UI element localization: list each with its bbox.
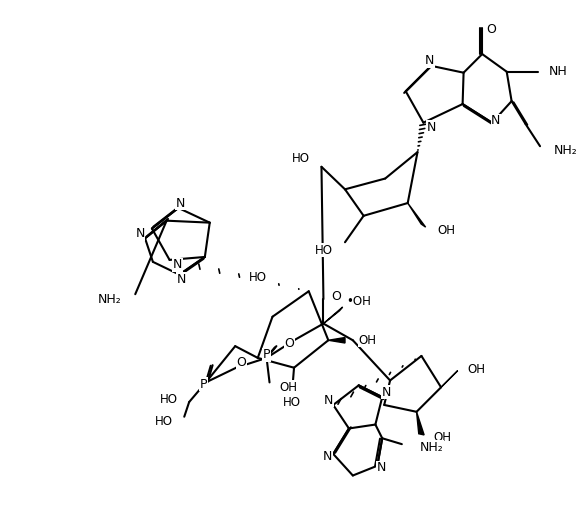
Text: N: N [424, 54, 434, 67]
Text: HO: HO [155, 415, 173, 428]
Text: HO: HO [283, 395, 301, 409]
Text: HO: HO [292, 152, 310, 165]
Text: N: N [135, 227, 145, 240]
Text: N: N [175, 196, 185, 210]
Polygon shape [408, 203, 426, 227]
Polygon shape [441, 371, 457, 387]
Polygon shape [328, 337, 345, 343]
Text: N: N [382, 386, 391, 399]
Text: NH₂: NH₂ [554, 144, 577, 157]
Text: OH: OH [437, 224, 455, 237]
Text: N: N [173, 258, 182, 271]
Text: HO: HO [315, 244, 334, 257]
Text: O: O [284, 336, 294, 350]
Text: OH: OH [359, 334, 377, 347]
Text: O: O [486, 23, 496, 36]
Polygon shape [416, 412, 424, 435]
Text: N: N [427, 121, 436, 134]
Text: O: O [236, 356, 246, 370]
Text: OH: OH [279, 381, 298, 394]
Text: HO: HO [159, 392, 177, 406]
Text: P: P [200, 378, 208, 391]
Text: NH₂: NH₂ [419, 441, 444, 454]
Text: N: N [177, 273, 186, 286]
Polygon shape [324, 307, 343, 324]
Text: N: N [491, 114, 501, 127]
Text: O: O [331, 290, 341, 303]
Text: N: N [376, 461, 386, 474]
Text: •OH: •OH [346, 295, 371, 307]
Text: P: P [263, 349, 270, 361]
Text: N: N [324, 393, 333, 407]
Text: OH: OH [433, 431, 451, 444]
Text: NH₂: NH₂ [98, 293, 122, 305]
Text: NH: NH [549, 65, 567, 78]
Text: OH: OH [467, 363, 486, 376]
Text: N: N [323, 450, 332, 463]
Text: HO: HO [248, 271, 266, 284]
